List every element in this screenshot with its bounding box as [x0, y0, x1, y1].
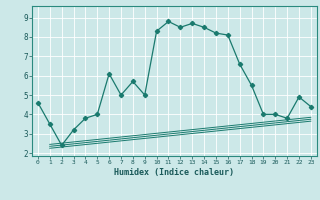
X-axis label: Humidex (Indice chaleur): Humidex (Indice chaleur) — [115, 168, 234, 177]
